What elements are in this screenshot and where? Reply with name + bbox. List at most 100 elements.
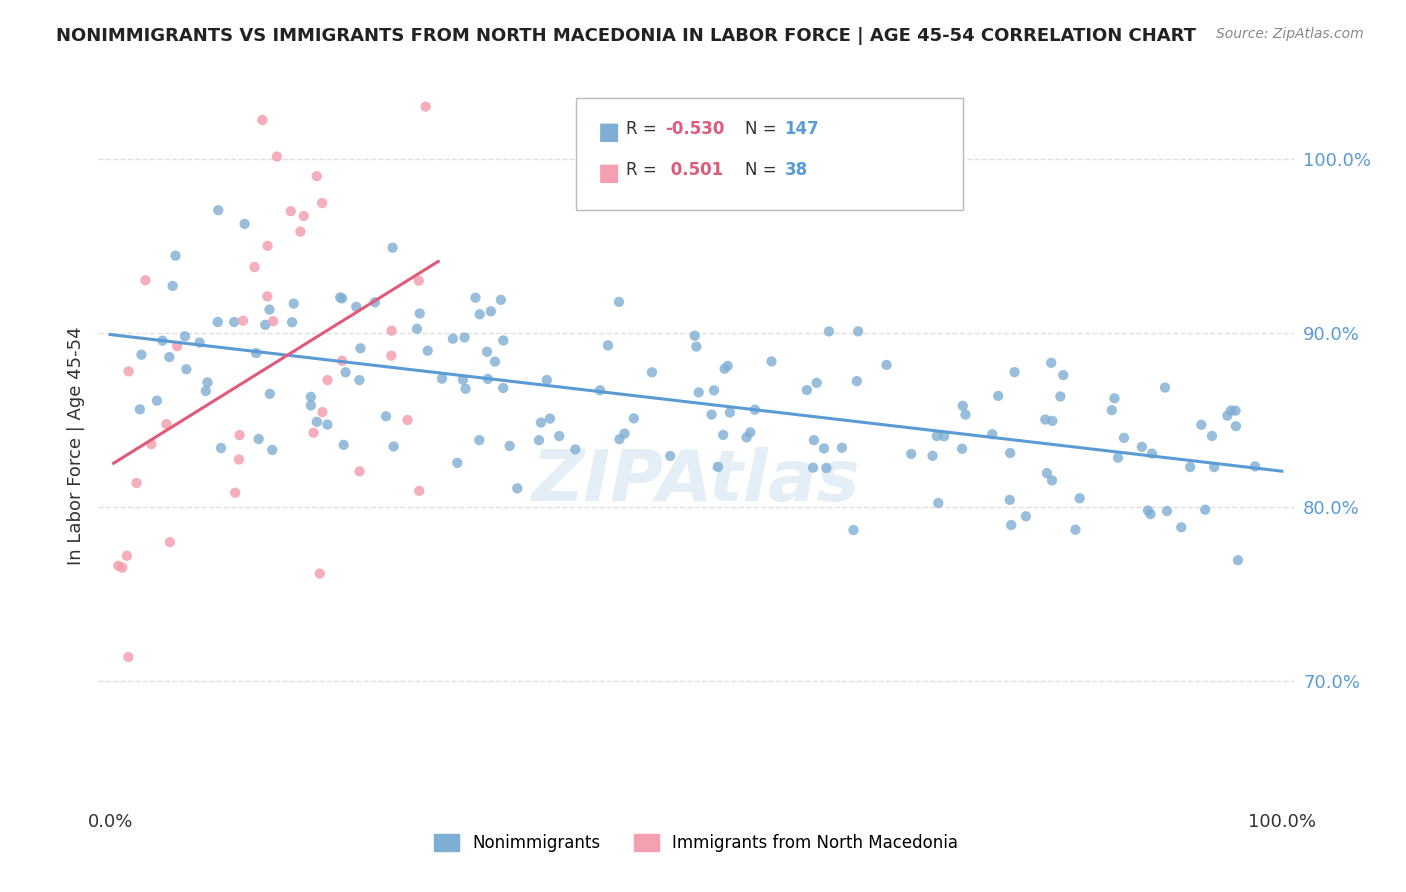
Point bbox=[1139, 507, 1161, 521]
Point bbox=[796, 383, 818, 397]
Point bbox=[256, 239, 278, 253]
Point bbox=[162, 279, 184, 293]
Point bbox=[197, 376, 219, 390]
Point bbox=[740, 425, 762, 440]
Point bbox=[159, 535, 181, 549]
Point bbox=[955, 408, 977, 422]
Point bbox=[252, 113, 274, 128]
Point bbox=[1180, 460, 1202, 475]
Point bbox=[803, 433, 825, 447]
Point bbox=[117, 364, 139, 378]
Point bbox=[498, 439, 520, 453]
Point bbox=[1069, 491, 1091, 506]
Point bbox=[224, 315, 246, 329]
Point bbox=[475, 344, 498, 359]
Point bbox=[564, 442, 586, 457]
Point bbox=[454, 382, 477, 396]
Point bbox=[1130, 440, 1153, 454]
Point bbox=[607, 294, 630, 309]
Point bbox=[703, 384, 725, 398]
Point bbox=[688, 385, 710, 400]
Point bbox=[316, 373, 339, 387]
Point bbox=[506, 481, 529, 495]
Point bbox=[1136, 503, 1159, 517]
Point bbox=[921, 449, 943, 463]
Point bbox=[364, 295, 387, 310]
Point bbox=[489, 293, 512, 307]
Point bbox=[115, 549, 138, 563]
Point bbox=[536, 373, 558, 387]
Text: ZIPAtlas: ZIPAtlas bbox=[531, 447, 860, 516]
Point bbox=[548, 429, 571, 443]
Point bbox=[157, 350, 180, 364]
Text: ■: ■ bbox=[598, 120, 620, 145]
Text: N =: N = bbox=[745, 161, 782, 178]
Point bbox=[685, 340, 707, 354]
Point bbox=[146, 393, 169, 408]
Point bbox=[900, 447, 922, 461]
Point bbox=[464, 291, 486, 305]
Point bbox=[259, 302, 281, 317]
Y-axis label: In Labor Force | Age 45-54: In Labor Force | Age 45-54 bbox=[66, 326, 84, 566]
Point bbox=[349, 341, 371, 355]
Text: N =: N = bbox=[745, 120, 782, 138]
Point bbox=[468, 307, 491, 321]
Point bbox=[281, 315, 304, 329]
Point bbox=[659, 449, 682, 463]
Point bbox=[408, 483, 430, 498]
Point bbox=[266, 150, 288, 164]
Point bbox=[609, 432, 631, 446]
Point bbox=[484, 354, 506, 368]
Point bbox=[311, 196, 333, 211]
Point bbox=[380, 349, 402, 363]
Point bbox=[987, 389, 1010, 403]
Point bbox=[801, 460, 824, 475]
Point bbox=[1104, 392, 1126, 406]
Point bbox=[1033, 412, 1056, 426]
Point bbox=[316, 417, 339, 432]
Point bbox=[243, 260, 266, 274]
Point bbox=[155, 417, 177, 431]
Point bbox=[998, 446, 1021, 460]
Point bbox=[1049, 389, 1071, 403]
Point bbox=[125, 475, 148, 490]
Text: NONIMMIGRANTS VS IMMIGRANTS FROM NORTH MACEDONIA IN LABOR FORCE | AGE 45-54 CORR: NONIMMIGRANTS VS IMMIGRANTS FROM NORTH M… bbox=[56, 27, 1197, 45]
Point bbox=[128, 402, 150, 417]
Point bbox=[831, 441, 853, 455]
Point bbox=[290, 225, 312, 239]
Point bbox=[292, 209, 315, 223]
Point bbox=[259, 387, 281, 401]
Point bbox=[451, 373, 474, 387]
Point bbox=[700, 408, 723, 422]
Point bbox=[596, 338, 619, 352]
Point bbox=[165, 249, 187, 263]
Point bbox=[382, 440, 405, 454]
Point bbox=[1140, 447, 1163, 461]
Point bbox=[245, 346, 267, 360]
Point bbox=[446, 456, 468, 470]
Point bbox=[1036, 466, 1059, 480]
Point bbox=[934, 429, 956, 443]
Point bbox=[1156, 504, 1178, 518]
Point bbox=[477, 372, 499, 386]
Point bbox=[335, 365, 357, 379]
Point bbox=[134, 273, 156, 287]
Point bbox=[842, 523, 865, 537]
Text: 147: 147 bbox=[785, 120, 820, 138]
Point bbox=[1170, 520, 1192, 534]
Point bbox=[262, 442, 284, 457]
Point bbox=[330, 353, 353, 368]
Point bbox=[207, 315, 229, 329]
Point bbox=[349, 464, 371, 478]
Point bbox=[131, 348, 153, 362]
Text: 0.501: 0.501 bbox=[665, 161, 723, 178]
Point bbox=[329, 290, 352, 304]
Point bbox=[1244, 459, 1267, 474]
Point bbox=[228, 452, 250, 467]
Point bbox=[623, 411, 645, 425]
Point bbox=[332, 438, 354, 452]
Point bbox=[247, 432, 270, 446]
Point bbox=[396, 413, 419, 427]
Point bbox=[209, 441, 232, 455]
Point bbox=[818, 325, 841, 339]
